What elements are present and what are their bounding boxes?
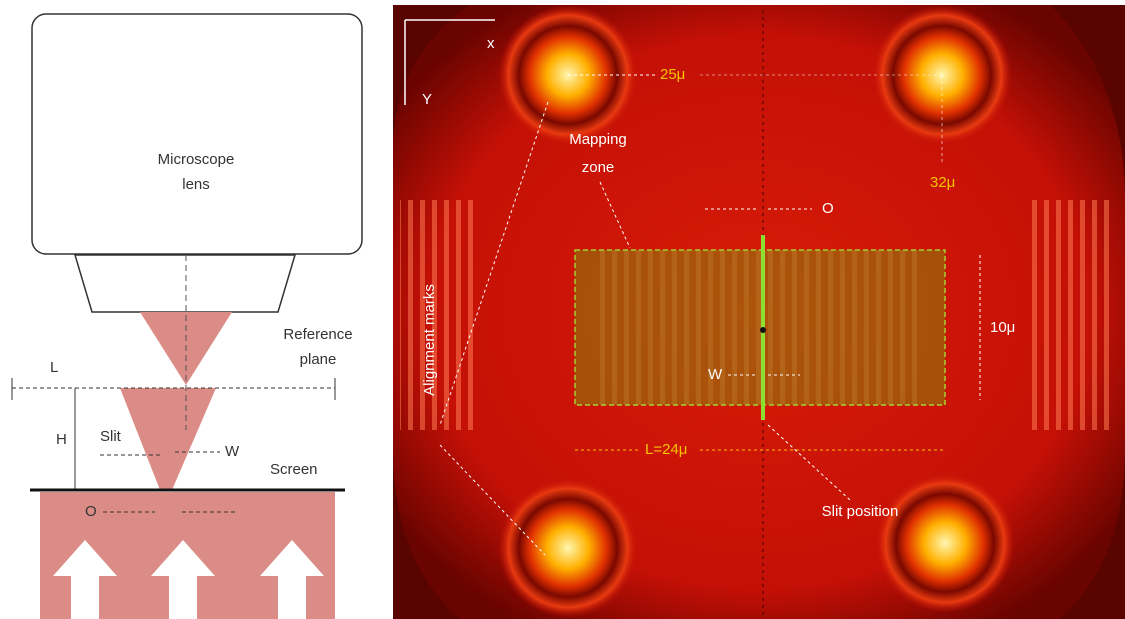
o-label: O <box>85 503 97 520</box>
y-axis-label: Y <box>422 91 432 108</box>
fringes <box>1030 200 1110 430</box>
slit-position-label: Slit position <box>822 503 899 520</box>
figure: Microscope lens L Reference plane H Slit… <box>0 0 1125 619</box>
spacing-y-label: 32μ <box>930 174 955 191</box>
mapping-zone <box>575 250 945 405</box>
height-label: 10μ <box>990 319 1015 336</box>
o-label: O <box>822 200 834 217</box>
fringes <box>400 200 480 430</box>
lens-label: Microscope <box>158 151 235 168</box>
length-label: L=24μ <box>645 441 687 458</box>
l-label: L <box>50 359 58 376</box>
lens-label: lens <box>182 176 210 193</box>
microscope-image: x Y 25μ 32μ Mapping zone O W 10μ L=24μ S… <box>393 5 1125 619</box>
center-point <box>760 327 766 333</box>
w-label: W <box>708 366 723 383</box>
page: html,body{margin:0;padding:0;width:1125p… <box>0 0 1125 619</box>
screen-label: Screen <box>270 461 318 478</box>
setup-diagram: Microscope lens L Reference plane H Slit… <box>12 14 362 619</box>
alignment-marks-label: Alignment marks <box>421 284 438 396</box>
reference-label: plane <box>300 351 337 368</box>
mapping-zone-label: Mapping <box>569 131 627 148</box>
mapping-zone-label: zone <box>582 159 615 176</box>
body: {"left_panel":{"lens_label_line1":"Micro… <box>0 0 1125 619</box>
x-axis-label: x <box>487 35 495 52</box>
h-label: H <box>56 431 67 448</box>
objective <box>75 255 295 312</box>
lens-body <box>32 14 362 254</box>
reference-label: Reference <box>283 326 352 343</box>
alignment-mark <box>875 473 1015 613</box>
beam-cone <box>120 388 216 490</box>
slit-label: Slit <box>100 428 122 445</box>
spacing-x-label: 25μ <box>660 66 685 83</box>
alignment-mark <box>498 478 638 618</box>
w-label: W <box>225 443 240 460</box>
